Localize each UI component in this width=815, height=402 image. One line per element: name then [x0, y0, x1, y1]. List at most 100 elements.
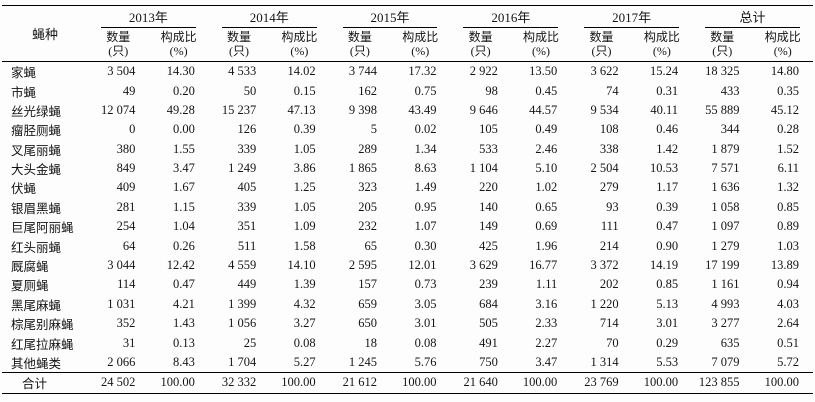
count-value: 205	[358, 199, 378, 214]
ratio-value: 0.30	[414, 238, 437, 253]
column-header-ratio: 构成比 (%)	[752, 28, 813, 63]
year-label: 2017年	[584, 6, 680, 28]
species-name: 巨尾阿丽蝇	[11, 221, 74, 236]
count-value: 281	[116, 199, 136, 214]
ratio-value: 0.13	[172, 335, 195, 350]
table-row: 大头金蝇 849 3.47 1 249 3.86 1 865 8.63 1 104 5.10 2 …	[2, 159, 813, 178]
count-value: 50	[243, 83, 257, 98]
ratio-value: 0.47	[656, 219, 679, 234]
table-row: 巨尾阿丽蝇 254 1.04 351 1.09 232 1.07 149 0.69 111 0.47…	[2, 217, 813, 236]
column-header-count: 数量 (只)	[571, 28, 632, 63]
year-label: 总计	[705, 6, 800, 28]
count-value: 491	[479, 335, 498, 350]
ratio-value: 1.43	[172, 316, 195, 331]
count-value: 352	[116, 316, 136, 331]
count-value: 1 314	[590, 354, 619, 369]
ratio-value: 0.15	[293, 83, 316, 98]
count-value: 108	[599, 122, 619, 137]
count-value: 714	[599, 316, 619, 331]
ratio-value: 4.32	[293, 296, 316, 311]
count-value: 12 074	[101, 102, 136, 117]
count-value: 24 502	[88, 371, 149, 394]
count-value: 239	[479, 277, 498, 292]
ratio-value: 4.21	[172, 296, 195, 311]
count-value: 232	[358, 219, 378, 234]
column-header-year-4: 2016年	[450, 6, 571, 28]
ratio-value: 0.31	[656, 83, 679, 98]
ratio-value: 0.08	[414, 335, 437, 350]
ratio-value: 1.58	[293, 238, 316, 253]
species-name: 家蝇	[11, 66, 37, 81]
count-value: 123 855	[692, 371, 753, 394]
count-value: 49	[122, 83, 136, 98]
column-header-ratio: 构成比 (%)	[269, 28, 330, 63]
count-value: 2 504	[590, 161, 619, 176]
ratio-value: 1.25	[293, 180, 316, 195]
ratio-value: 1.34	[414, 141, 437, 156]
count-value: 4 993	[711, 296, 740, 311]
column-header-ratio: 构成比 (%)	[510, 28, 572, 63]
ratio-value: 45.12	[770, 102, 799, 117]
ratio-value: 100.00	[510, 371, 572, 394]
ratio-value: 13.50	[529, 64, 558, 79]
ratio-value: 0.75	[414, 83, 437, 98]
total-label: 合计	[2, 371, 88, 394]
count-value: 1 249	[228, 161, 257, 176]
table-row: 家蝇 3 504 14.30 4 533 14.02 3 744 17.32 2 922 13.…	[2, 62, 813, 82]
ratio-value: 100.00	[390, 371, 451, 394]
species-name: 其他蝇类	[11, 356, 62, 371]
species-name: 瘤胫厕蝇	[11, 124, 62, 139]
ratio-value: 0.95	[414, 199, 437, 214]
ratio-value: 1.17	[656, 180, 679, 195]
ratio-value: 5.10	[535, 161, 558, 176]
ratio-value: 14.19	[649, 258, 679, 273]
ratio-value: 1.09	[293, 219, 316, 234]
count-value: 409	[116, 180, 136, 195]
column-header-count: 数量 (只)	[450, 28, 511, 63]
count-value: 339	[237, 199, 257, 214]
count-value: 1 879	[711, 141, 740, 156]
ratio-value: 1.32	[777, 180, 799, 195]
ratio-value: 0.89	[777, 219, 799, 234]
table-row: 伏蝇 409 1.67 405 1.25 323 1.49 220 1.02 279 1.17 1 6…	[2, 178, 813, 197]
ratio-value: 10.53	[649, 161, 679, 176]
species-name: 叉尾丽蝇	[11, 143, 62, 158]
table-row: 夏厕蝇 114 0.47 449 1.39 157 0.73 239 1.11 202 0.85 1 …	[2, 275, 813, 294]
ratio-value: 47.13	[287, 102, 316, 117]
count-value: 70	[606, 335, 619, 350]
ratio-value: 1.05	[293, 141, 316, 156]
ratio-value: 100.00	[148, 371, 209, 394]
ratio-value: 3.47	[172, 161, 195, 176]
count-value: 1 097	[711, 219, 740, 234]
ratio-value: 14.10	[287, 258, 316, 273]
ratio-value: 0.20	[172, 83, 195, 98]
column-header-ratio: 构成比 (%)	[390, 28, 451, 63]
column-header-count: 数量 (只)	[329, 28, 391, 63]
count-value: 380	[116, 141, 136, 156]
count-value: 157	[358, 277, 378, 292]
count-value: 1 056	[228, 316, 257, 331]
table-row: 叉尾丽蝇 380 1.55 339 1.05 289 1.34 533 2.46 338 1.42 1…	[2, 139, 813, 158]
species-name: 大头金蝇	[11, 163, 62, 178]
table-row: 红头丽蝇 64 0.26 511 1.58 65 0.30 425 1.96 214 0.90 1 2…	[2, 236, 813, 255]
ratio-value: 8.63	[414, 161, 437, 176]
ratio-value: 0.85	[777, 199, 799, 214]
year-label: 2015年	[342, 6, 438, 28]
table-row: 红尾拉麻蝇 31 0.13 25 0.08 18 0.08 491 2.27 70 0.29 635 0…	[2, 333, 813, 352]
count-value: 1 220	[590, 296, 619, 311]
count-value: 114	[117, 277, 136, 292]
count-value: 3 629	[469, 258, 498, 273]
count-value: 2 595	[348, 258, 378, 273]
ratio-value: 0.02	[414, 122, 437, 137]
count-value: 162	[358, 83, 378, 98]
count-value: 449	[237, 277, 257, 292]
count-value: 0	[129, 122, 136, 137]
ratio-value: 0.45	[535, 83, 558, 98]
ratio-value: 0.51	[777, 335, 799, 350]
count-value: 511	[237, 238, 257, 253]
count-value: 339	[237, 141, 257, 156]
ratio-value: 14.02	[287, 64, 316, 79]
count-value: 2 922	[469, 64, 498, 79]
ratio-value: 5.27	[293, 354, 316, 369]
ratio-value: 3.27	[293, 316, 316, 331]
